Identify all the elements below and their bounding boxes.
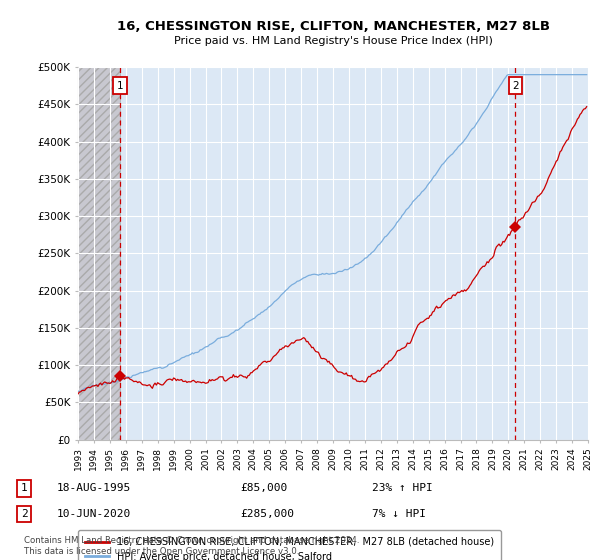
Text: 2: 2 xyxy=(512,81,519,91)
Text: 2: 2 xyxy=(20,509,28,519)
Text: 1: 1 xyxy=(116,81,123,91)
Text: £85,000: £85,000 xyxy=(240,483,287,493)
Text: Price paid vs. HM Land Registry's House Price Index (HPI): Price paid vs. HM Land Registry's House … xyxy=(173,36,493,46)
Text: 16, CHESSINGTON RISE, CLIFTON, MANCHESTER, M27 8LB: 16, CHESSINGTON RISE, CLIFTON, MANCHESTE… xyxy=(116,20,550,32)
Text: 18-AUG-1995: 18-AUG-1995 xyxy=(57,483,131,493)
Text: 1: 1 xyxy=(20,483,28,493)
Text: Contains HM Land Registry data © Crown copyright and database right 2024.
This d: Contains HM Land Registry data © Crown c… xyxy=(24,536,359,556)
Text: 23% ↑ HPI: 23% ↑ HPI xyxy=(372,483,433,493)
Legend: 16, CHESSINGTON RISE, CLIFTON, MANCHESTER,  M27 8LB (detached house), HPI: Avera: 16, CHESSINGTON RISE, CLIFTON, MANCHESTE… xyxy=(78,530,500,560)
Text: £285,000: £285,000 xyxy=(240,509,294,519)
Bar xyxy=(78,67,120,440)
Text: 7% ↓ HPI: 7% ↓ HPI xyxy=(372,509,426,519)
Text: 10-JUN-2020: 10-JUN-2020 xyxy=(57,509,131,519)
